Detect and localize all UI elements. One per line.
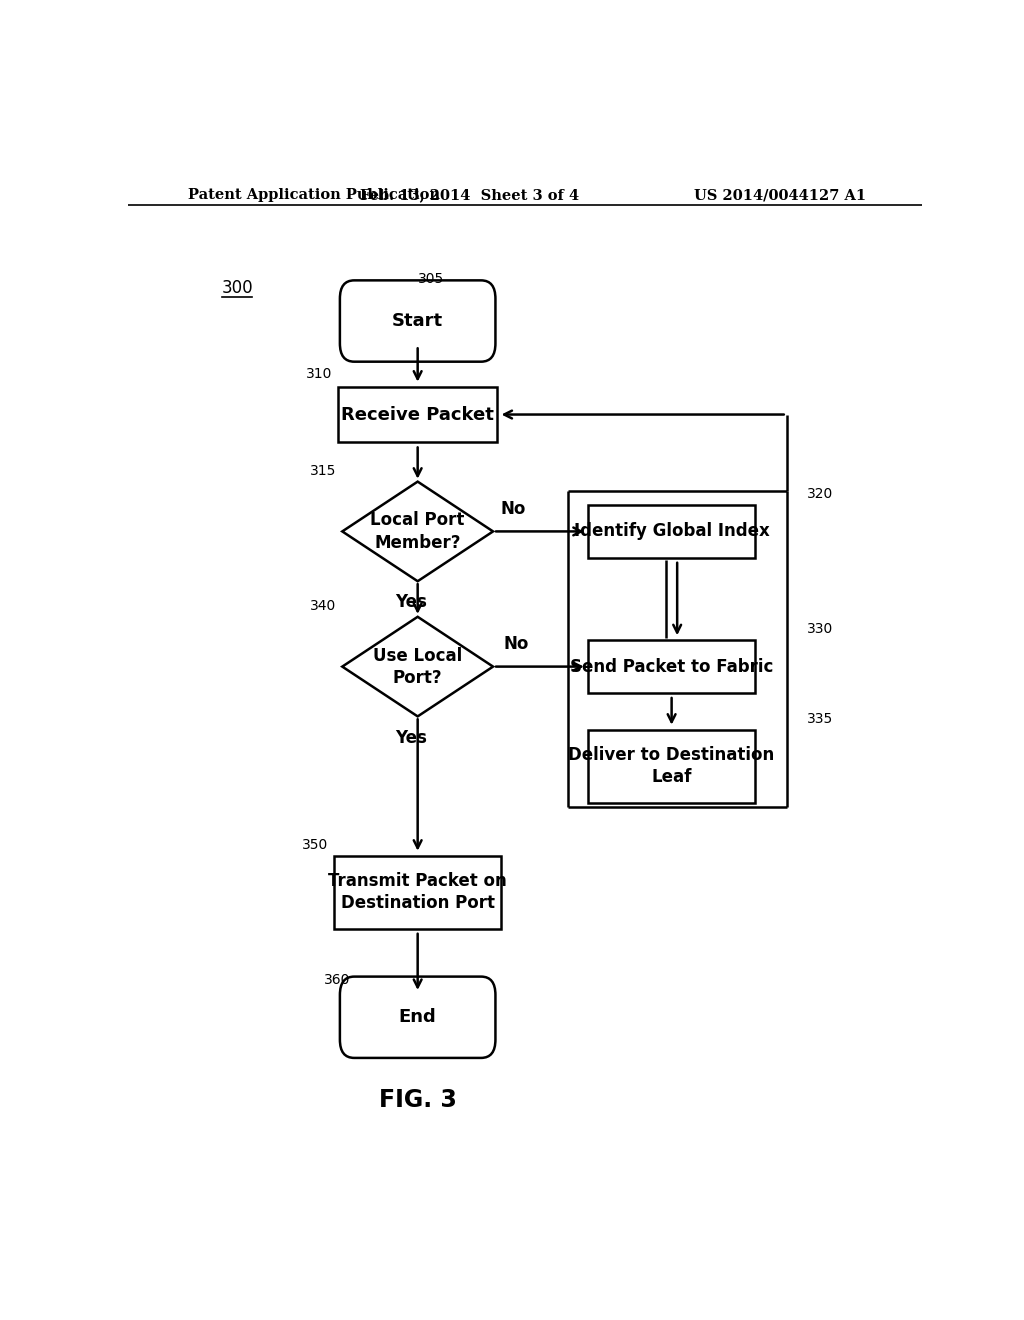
FancyBboxPatch shape: [338, 387, 497, 442]
Text: 330: 330: [807, 622, 833, 636]
Text: Identify Global Index: Identify Global Index: [573, 523, 769, 540]
Text: 310: 310: [305, 367, 332, 381]
Text: Deliver to Destination
Leaf: Deliver to Destination Leaf: [568, 746, 775, 787]
Text: FIG. 3: FIG. 3: [379, 1088, 457, 1111]
FancyBboxPatch shape: [340, 280, 496, 362]
Text: US 2014/0044127 A1: US 2014/0044127 A1: [694, 189, 866, 202]
Text: Use Local
Port?: Use Local Port?: [373, 647, 462, 686]
FancyBboxPatch shape: [588, 640, 755, 693]
FancyBboxPatch shape: [340, 977, 496, 1057]
Polygon shape: [342, 616, 494, 717]
Text: Yes: Yes: [395, 594, 427, 611]
FancyBboxPatch shape: [588, 506, 755, 558]
Text: 320: 320: [807, 487, 833, 500]
Text: 305: 305: [418, 272, 444, 286]
Text: Patent Application Publication: Patent Application Publication: [187, 189, 439, 202]
Text: 360: 360: [324, 973, 350, 987]
Text: 350: 350: [302, 838, 328, 851]
Text: 315: 315: [309, 463, 336, 478]
Text: Receive Packet: Receive Packet: [341, 405, 495, 424]
Polygon shape: [342, 482, 494, 581]
Text: Feb. 13, 2014  Sheet 3 of 4: Feb. 13, 2014 Sheet 3 of 4: [359, 189, 579, 202]
FancyBboxPatch shape: [334, 855, 501, 929]
Text: End: End: [398, 1008, 436, 1026]
Text: Yes: Yes: [395, 729, 427, 747]
Text: No: No: [504, 635, 528, 653]
Text: Send Packet to Fabric: Send Packet to Fabric: [570, 657, 773, 676]
Text: No: No: [501, 500, 526, 519]
Text: Start: Start: [392, 312, 443, 330]
Text: 300: 300: [221, 280, 253, 297]
FancyBboxPatch shape: [588, 730, 755, 803]
Text: 335: 335: [807, 711, 833, 726]
Text: 340: 340: [309, 599, 336, 612]
Text: Transmit Packet on
Destination Port: Transmit Packet on Destination Port: [329, 873, 507, 912]
Text: Local Port
Member?: Local Port Member?: [371, 511, 465, 552]
